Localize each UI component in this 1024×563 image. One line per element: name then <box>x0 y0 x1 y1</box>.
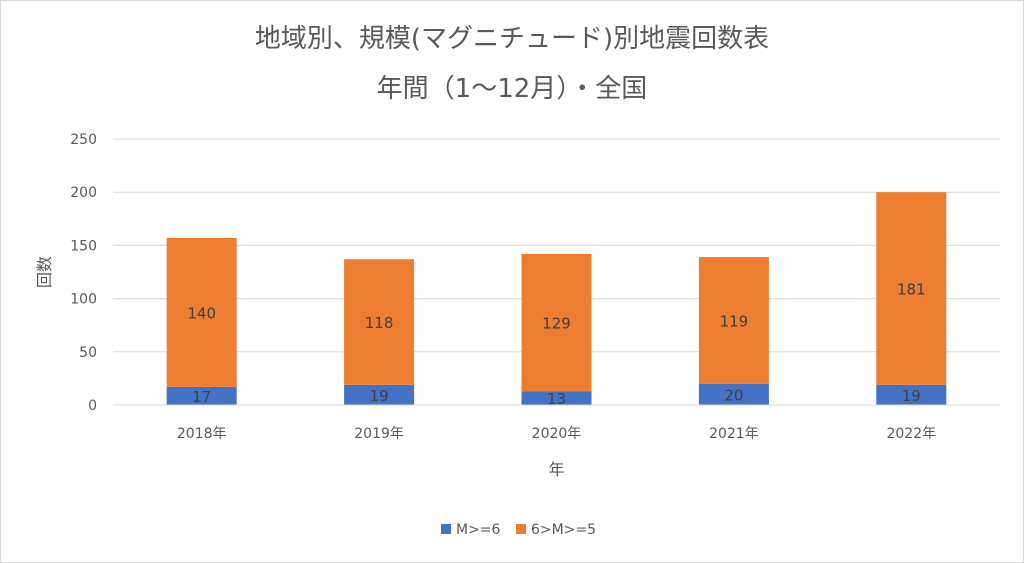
bar-segment <box>876 384 947 405</box>
bar-segment <box>521 391 592 405</box>
data-label: 181 <box>897 280 926 298</box>
x-tick-label: 2018年 <box>177 426 227 442</box>
bar-segment <box>344 384 415 405</box>
data-label: 19 <box>902 387 921 405</box>
bar-segment <box>876 192 947 385</box>
x-axis-title: 年 <box>548 460 564 479</box>
y-tick-label: 50 <box>79 345 97 361</box>
bar-segment <box>166 386 237 405</box>
data-label: 19 <box>370 387 389 405</box>
x-tick-label: 2021年 <box>709 426 759 442</box>
data-label: 13 <box>547 390 566 408</box>
legend-label: 6>M>=5 <box>531 522 596 538</box>
x-tick-label: 2019年 <box>354 426 404 442</box>
data-label: 119 <box>720 312 749 330</box>
data-label: 140 <box>187 304 216 322</box>
bar-segment <box>166 237 237 387</box>
legend-swatch <box>516 524 526 534</box>
bar-segment <box>344 259 415 385</box>
chart-title: 地域別、規模(マグニチュード)別地震回数表 <box>254 24 770 54</box>
data-label: 20 <box>724 386 743 404</box>
data-label: 17 <box>192 388 211 406</box>
legend-swatch <box>441 524 451 534</box>
y-tick-label: 150 <box>70 238 97 254</box>
x-tick-label: 2020年 <box>532 426 582 442</box>
bar-segment <box>698 383 769 405</box>
bar-segment <box>698 257 769 384</box>
y-tick-label: 200 <box>70 185 97 201</box>
y-tick-label: 100 <box>70 292 97 308</box>
data-label: 118 <box>365 314 394 332</box>
y-axis-title: 回数 <box>35 256 54 288</box>
y-tick-label: 0 <box>88 398 97 414</box>
bar-segment <box>521 253 592 392</box>
data-label: 129 <box>542 315 571 333</box>
chart-subtitle: 年間（1〜12月）・全国 <box>376 74 648 104</box>
x-tick-label: 2022年 <box>886 426 936 442</box>
legend-label: M>=6 <box>456 522 501 538</box>
y-tick-label: 250 <box>70 132 97 148</box>
